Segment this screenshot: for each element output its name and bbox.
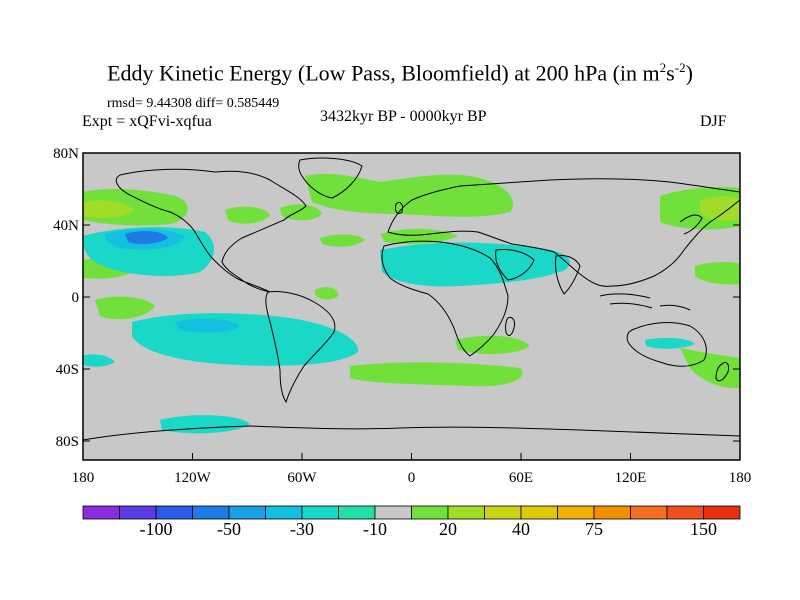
colorbar-swatch (119, 505, 157, 520)
colorbar (82, 505, 741, 520)
coastline-antarctica (83, 425, 740, 441)
experiment-label: Expt = xQFvi-xqfua (82, 113, 212, 130)
positive-patch (455, 335, 530, 355)
colorbar-swatch (155, 505, 193, 520)
colorbar-label: 20 (439, 519, 457, 539)
colorbar-swatch (520, 505, 558, 520)
tick-marks (82, 152, 741, 460)
lat-label: 40N (53, 218, 79, 234)
colorbar-swatch (265, 505, 303, 520)
coastlines (83, 157, 740, 441)
coastline-uk (395, 201, 403, 215)
coastline-madagascar (505, 317, 515, 336)
coastline-australia (626, 322, 707, 367)
negative-patch (83, 354, 115, 367)
lat-labels: 80N 40N 0 40S 80S (53, 146, 79, 450)
colorbar-swatch (338, 505, 376, 520)
lon-label: 60E (509, 470, 533, 486)
positive-core (700, 196, 740, 221)
colorbar-swatch (666, 505, 704, 520)
negative-patch (645, 337, 695, 349)
coastline-japan (679, 214, 703, 235)
colorbar-label: 40 (512, 519, 530, 539)
negative-patch (380, 242, 570, 287)
lon-label: 180 (72, 470, 95, 486)
lon-label: 0 (408, 470, 416, 486)
coastline-indonesia (599, 293, 691, 311)
colorbar-label: 75 (585, 519, 603, 539)
lon-labels: 180 120W 60W 0 60E 120E 180 (72, 470, 752, 486)
coastline-new-zealand (715, 361, 729, 382)
positive-patch (305, 173, 514, 217)
positive-core (83, 200, 135, 218)
negative-core (175, 318, 240, 333)
colorbar-swatch (484, 505, 522, 520)
lat-label: 0 (72, 290, 80, 306)
positive-patch (315, 287, 339, 300)
lat-label: 40S (56, 362, 79, 378)
positive-patch (695, 262, 740, 285)
anomaly-field (83, 157, 740, 441)
coastline-eurasia (387, 178, 740, 287)
colorbar-label: 150 (690, 519, 717, 539)
colorbar-swatch (630, 505, 668, 520)
colorbar-labels: -100 -50 -30 -10 20 40 75 150 (140, 519, 718, 539)
colorbar-swatch (228, 505, 266, 520)
lon-label: 180 (729, 470, 752, 486)
colorbar-swatch (301, 505, 339, 520)
coastline-south-america (265, 291, 336, 404)
plot-title: Eddy Kinetic Energy (Low Pass, Bloomfiel… (107, 60, 693, 86)
colorbar-swatch (192, 505, 230, 520)
stats-label: rmsd= 9.44308 diff= 0.585449 (107, 96, 280, 111)
positive-patch (95, 296, 155, 320)
colorbar-label: -10 (363, 519, 387, 539)
colorbar-label: -100 (140, 519, 173, 539)
period-label: 3432kyr BP - 0000kyr BP (320, 108, 487, 125)
positive-patch (680, 348, 740, 389)
positive-patch (280, 204, 322, 221)
colorbar-swatch (82, 505, 120, 520)
lon-label: 60W (287, 470, 317, 486)
colorbar-swatch (557, 505, 595, 520)
positive-patch (350, 362, 523, 387)
positive-patch (225, 206, 270, 224)
coastline-india (555, 255, 581, 295)
season-label: DJF (700, 113, 727, 130)
colorbar-label: -30 (290, 519, 314, 539)
lon-label: 120W (174, 470, 212, 486)
colorbar-swatch (703, 505, 741, 520)
coastline-africa (381, 240, 509, 357)
colorbar-swatch (593, 505, 631, 520)
coastline-greenland (298, 157, 363, 199)
lat-label: 80N (53, 146, 79, 162)
colorbar-swatch (374, 505, 412, 520)
positive-patch (320, 234, 365, 247)
colorbar-label: -50 (217, 519, 241, 539)
negative-core (125, 231, 168, 245)
colorbar-swatch (447, 505, 485, 520)
colorbar-swatch (411, 505, 449, 520)
lat-label: 80S (56, 434, 79, 450)
coastline-north-america (115, 168, 307, 293)
coastline-arabia (495, 249, 535, 281)
lon-label: 120E (615, 470, 647, 486)
